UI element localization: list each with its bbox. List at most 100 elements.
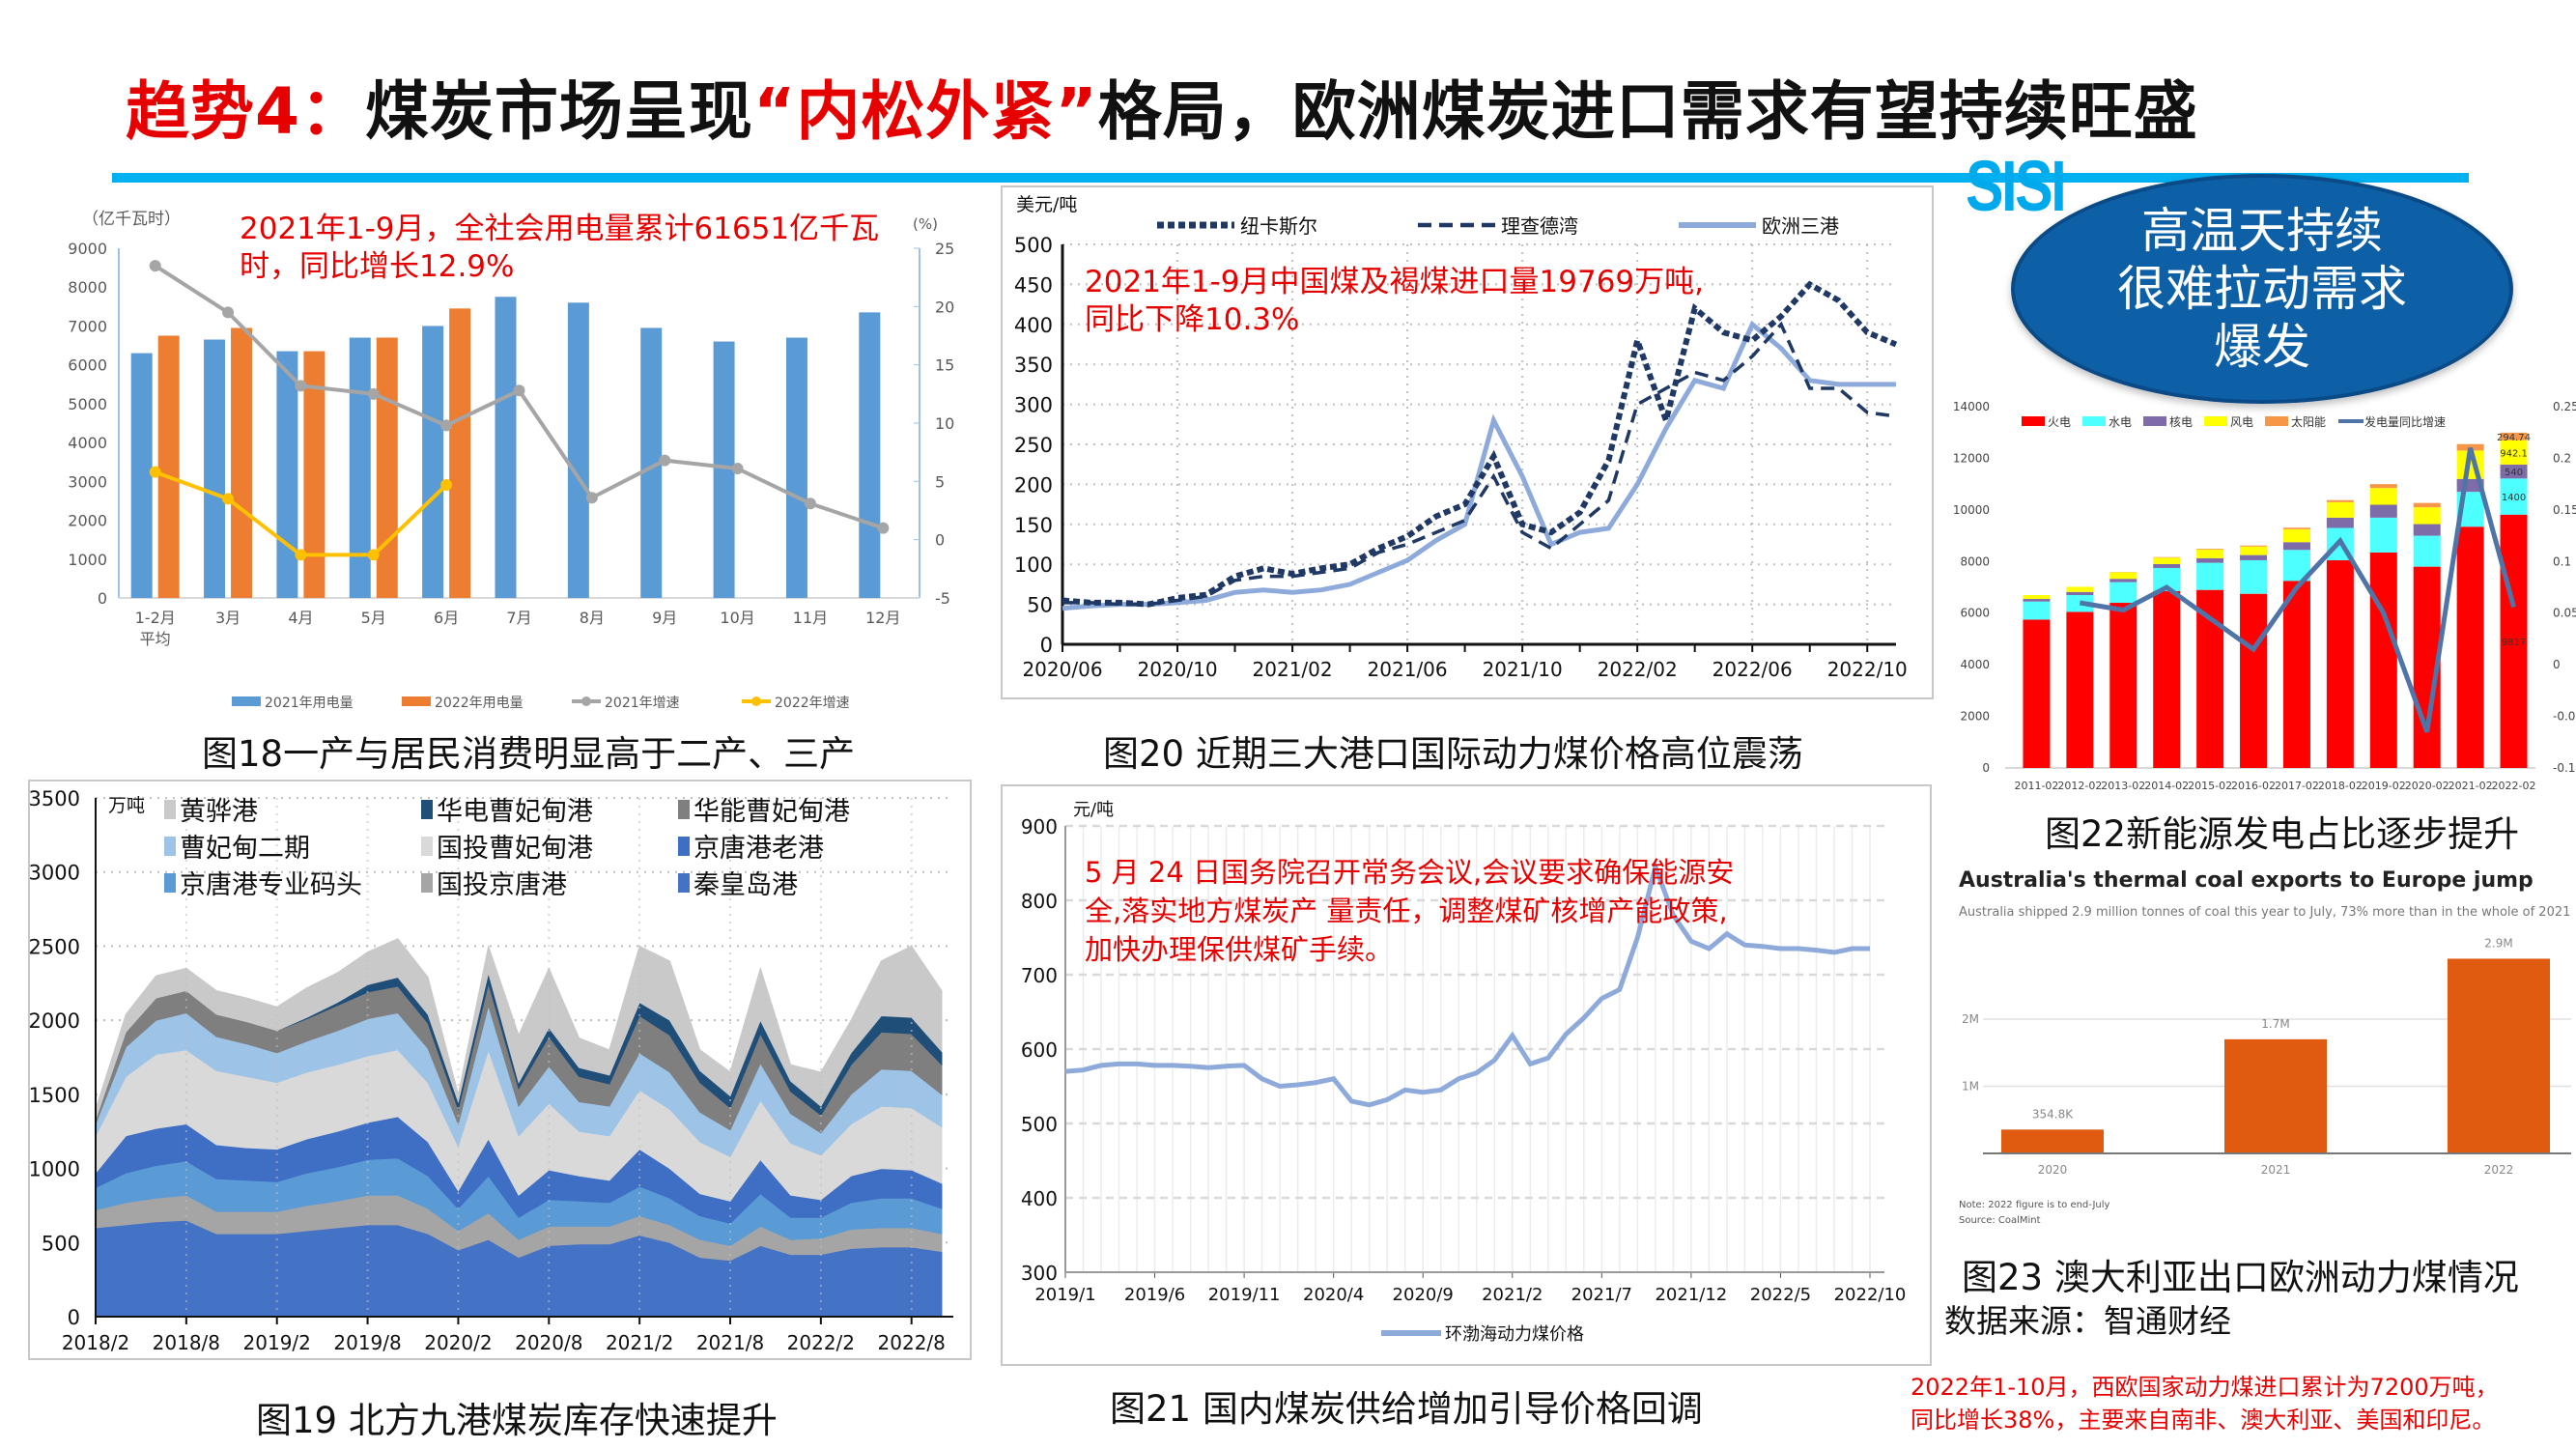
x-tick-label: 6月	[434, 609, 459, 627]
bar-2022年用电量	[449, 308, 471, 598]
x-tick-label: 平均	[140, 630, 171, 648]
bar-风电	[2153, 557, 2181, 564]
point-2022年增速	[440, 478, 453, 491]
caption-fig19: 图19 北方九港煤炭库存快速提升	[256, 1400, 778, 1441]
bar-核电	[2369, 504, 2397, 518]
bar	[2224, 1038, 2327, 1153]
title-trend-label: 趋势4：	[126, 74, 365, 149]
y2-tick-label: -0.1	[2553, 761, 2575, 775]
data-label: 294.74	[2497, 433, 2531, 443]
x-tick-label: 2017-02	[2275, 780, 2319, 792]
data-label: 354.8K	[2032, 1107, 2074, 1121]
area-黄骅港	[95, 938, 943, 1121]
data-label: 1400	[2502, 493, 2526, 503]
point-2021年增速	[367, 387, 380, 400]
x-tick-label: 10月	[720, 609, 754, 627]
bar-水电	[2240, 559, 2268, 594]
y-tick-label: 600	[1021, 1038, 1058, 1062]
x-tick-label: 2018/2	[62, 1331, 129, 1354]
x-tick-label: 9月	[652, 609, 677, 627]
y-tick-label: 350	[1014, 354, 1053, 377]
y-tick-label: 2000	[1960, 710, 1990, 724]
data-label: 1.7M	[2261, 1017, 2289, 1031]
bar-火电	[2500, 514, 2528, 768]
bar-2021年用电量	[276, 351, 298, 598]
legend-swatch	[678, 800, 690, 819]
data-source: 数据来源：智通财经	[1944, 1302, 2231, 1340]
legend-label: 欧洲三港	[1762, 214, 1839, 238]
x-tick-label: 2019-02	[2362, 780, 2406, 792]
fig20-frame	[1001, 185, 1934, 699]
y-tick-label: 400	[1021, 1187, 1058, 1210]
bar-水电	[2109, 582, 2137, 604]
x-tick-label: 2019/2	[243, 1331, 311, 1354]
point-2021年增速	[295, 380, 307, 392]
data-label: 9817	[2502, 638, 2526, 648]
x-tick-label: 2018-02	[2318, 780, 2363, 792]
bar-火电	[2066, 611, 2094, 768]
bar-2022年用电量	[157, 335, 180, 598]
y-tick-label: 3000	[29, 862, 80, 885]
legend-swatch	[164, 800, 176, 819]
bar-太阳能	[2240, 545, 2268, 547]
legend-label: 华能曹妃甸港	[694, 797, 850, 827]
legend-label: 2021年增速	[605, 696, 680, 711]
y-tick-label: 700	[1021, 964, 1058, 987]
legend-label: 京唐港专业码头	[180, 870, 362, 900]
point-2021年增速	[440, 419, 453, 432]
bar-2022年用电量	[303, 351, 326, 598]
legend-label: 曹妃甸二期	[180, 834, 310, 864]
chart-annotation: 2021年1-9月中国煤及褐煤进口量19769万吨,	[1085, 265, 1704, 299]
x-tick-label: 2020/10	[1137, 658, 1217, 681]
y-tick-label: 400	[1014, 314, 1053, 337]
legend-swatch	[2082, 416, 2106, 426]
bottom-note-line: 2022年1-10月，西欧国家动力煤进口累计为7200万吨，	[1911, 1374, 2499, 1401]
x-tick-label: 2019/8	[333, 1331, 401, 1354]
y-tick-label: 6000	[1960, 607, 1990, 620]
y2-axis-unit: (%)	[913, 215, 938, 233]
y-tick-label: 300	[1021, 1262, 1058, 1285]
y-tick-label: 2500	[29, 935, 80, 958]
x-tick-label: 2022/02	[1598, 658, 1678, 681]
bar-太阳能	[2153, 556, 2181, 558]
legend-label: 京唐港老港	[694, 834, 824, 864]
x-tick-label: 2021/2	[606, 1331, 673, 1354]
x-tick-label: 2019/1	[1034, 1285, 1095, 1305]
x-tick-label: 2022/8	[878, 1331, 946, 1354]
point-2021年增速	[877, 522, 890, 534]
bar-水电	[2500, 478, 2528, 515]
line-发电量同比增速	[2079, 447, 2516, 733]
point-2021年增速	[513, 384, 525, 397]
chart-annotation: 2021年1-9月，全社会用电量累计61651亿千瓦	[240, 212, 879, 246]
bar-核电	[2196, 557, 2224, 563]
bar-火电	[2456, 526, 2484, 768]
bar-核电	[2153, 563, 2181, 568]
data-label: 540	[2505, 468, 2523, 478]
point-2022年增速	[149, 466, 161, 478]
x-tick-label: 2021/8	[696, 1331, 764, 1354]
y-tick-label: 200	[1014, 473, 1053, 497]
x-tick-label: 2019/11	[1208, 1285, 1281, 1305]
bar-风电	[2282, 528, 2310, 543]
y2-tick-label: 0.15	[2553, 503, 2576, 517]
y-tick-label: 3500	[29, 787, 80, 810]
legend-swatch	[164, 837, 176, 856]
bar-风电	[2023, 595, 2051, 600]
callout-line: 爆发	[2214, 319, 2310, 375]
x-tick-label: 2021/2	[1482, 1285, 1543, 1305]
x-tick-label: 2011-02	[2014, 780, 2058, 792]
bar-核电	[2282, 542, 2310, 551]
y-tick-label: 8000	[1960, 554, 1990, 568]
bar-太阳能	[2500, 432, 2528, 440]
line-纽卡斯尔	[1062, 280, 1898, 608]
legend-label: 太阳能	[2291, 414, 2326, 429]
bar-风电	[2109, 572, 2137, 580]
caption-fig21: 图21 国内煤炭供给增加引导价格回调	[1110, 1388, 1703, 1430]
legend-swatch	[421, 873, 433, 893]
bar-核电	[2240, 554, 2268, 560]
y-tick-label: 2000	[68, 512, 107, 530]
y2-tick-label: 0.25	[2553, 400, 2576, 413]
y-tick-label: 14000	[1953, 400, 1990, 413]
x-tick-label: 2022/10	[1827, 658, 1908, 681]
y-tick-label: 500	[1014, 234, 1053, 257]
